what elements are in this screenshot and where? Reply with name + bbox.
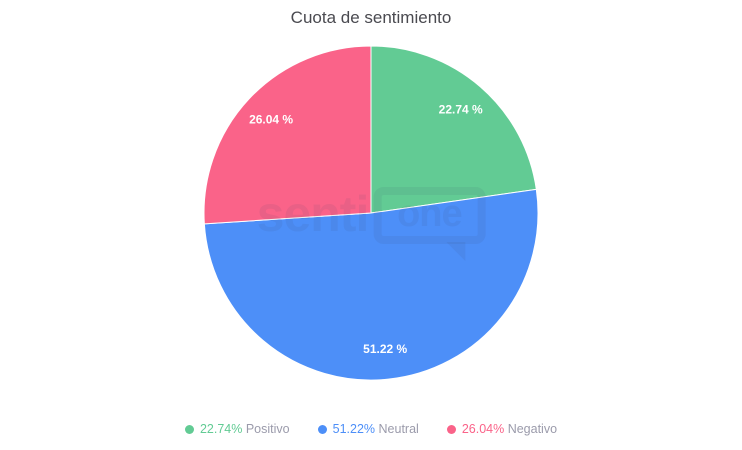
pie-slice-neutral[interactable] [203, 188, 539, 381]
pie-slice-positivo[interactable] [370, 45, 537, 214]
legend-dot-neutral-icon [317, 424, 327, 434]
legend-label-negativo: Negativo [507, 422, 558, 436]
pie-chart-svg: 22.74 % 51.22 % 26.04 % [203, 45, 539, 381]
legend-value-neutral: 51.22% [332, 422, 376, 436]
legend-value-positivo: 22.74% [199, 422, 243, 436]
legend: 22.74% Positivo 51.22% Neutral 26.04% Ne… [0, 422, 742, 436]
legend-label-neutral: Neutral [378, 422, 419, 436]
pie-slice-negativo[interactable] [203, 45, 372, 225]
slice-label-neutral: 51.22 % [363, 342, 407, 356]
legend-item-negativo[interactable]: 26.04% Negativo [446, 422, 558, 436]
legend-label-positivo: Positivo [245, 422, 290, 436]
legend-item-neutral[interactable]: 51.22% Neutral [317, 422, 419, 436]
slice-label-positivo: 22.74 % [439, 103, 483, 117]
slice-label-negativo: 26.04 % [249, 112, 293, 126]
legend-item-positivo[interactable]: 22.74% Positivo [184, 422, 290, 436]
legend-dot-negativo-icon [446, 424, 456, 434]
chart-title: Cuota de sentimiento [290, 8, 452, 27]
legend-value-negativo: 26.04% [461, 422, 505, 436]
legend-dot-positivo-icon [184, 424, 194, 434]
